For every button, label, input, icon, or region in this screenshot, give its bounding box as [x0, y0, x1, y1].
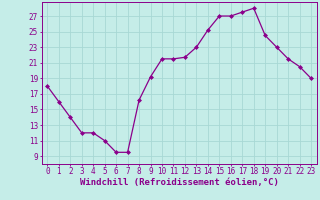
X-axis label: Windchill (Refroidissement éolien,°C): Windchill (Refroidissement éolien,°C) [80, 178, 279, 187]
